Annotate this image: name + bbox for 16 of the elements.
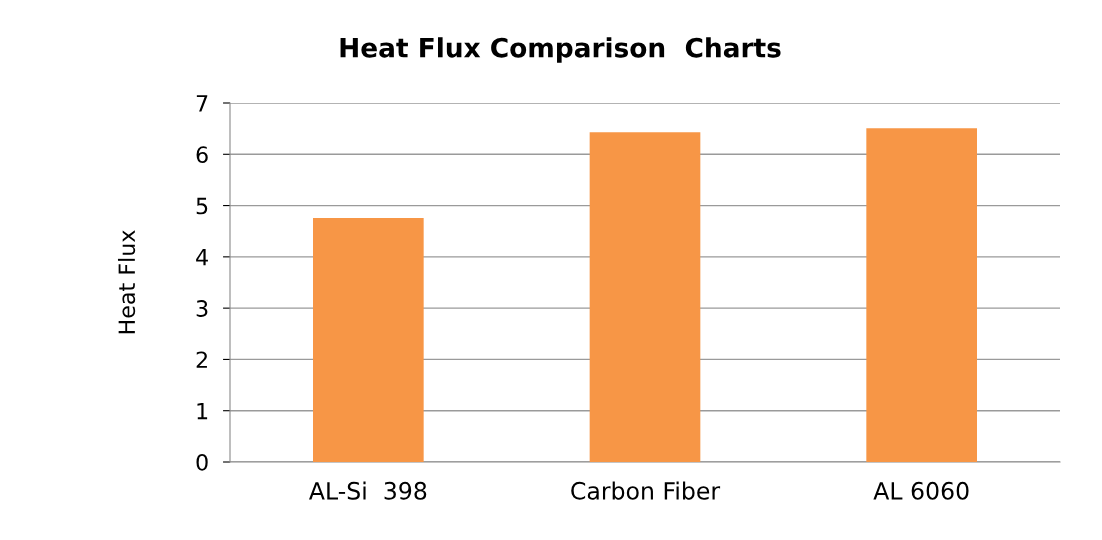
bar [313, 217, 424, 462]
y-tick-label: 5 [196, 197, 208, 215]
y-tick-label: 1 [197, 402, 208, 420]
bar [866, 128, 977, 462]
y-tick-label: 7 [196, 95, 208, 112]
x-tick-label: AL-Si 398 [309, 481, 427, 500]
y-tick-label: 3 [196, 300, 208, 317]
y-tick-label: 4 [196, 249, 208, 266]
y-tick-label: 2 [196, 351, 207, 368]
bar [589, 132, 701, 462]
y-tick-label: 0 [196, 453, 208, 471]
chart-title: Heat Flux Comparison Charts [340, 37, 781, 63]
x-tick-label: AL 6060 [873, 481, 969, 500]
x-tick-label: Carbon Fiber [571, 481, 721, 500]
y-axis-title: Heat Flux [117, 230, 136, 334]
y-tick-label: 6 [196, 146, 208, 164]
